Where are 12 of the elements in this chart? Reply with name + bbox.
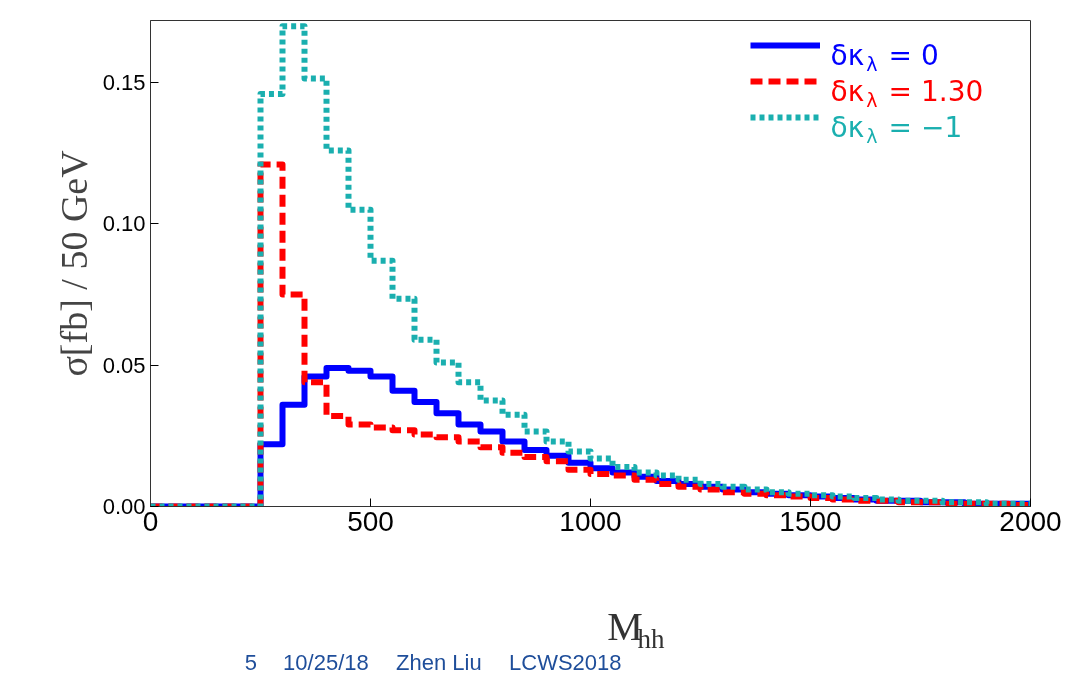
x-tick-label: 2000 [999, 505, 1062, 537]
y-tick-label: 0.15 [102, 70, 146, 96]
x-tick-label: 1500 [779, 505, 842, 537]
text: Zhen Liu [396, 650, 482, 675]
text: 5 [244, 650, 257, 675]
y-axis-title: σ[fb] / 50 GeV [52, 149, 95, 377]
text: 10/25/18 [283, 650, 369, 675]
y-tick-label: 0.05 [102, 352, 146, 378]
text: LCWS2018 [509, 650, 622, 675]
x-tick-label: 500 [347, 505, 394, 537]
y-tick-label: 0.10 [102, 211, 146, 237]
x-tick-label: 1000 [559, 505, 622, 537]
